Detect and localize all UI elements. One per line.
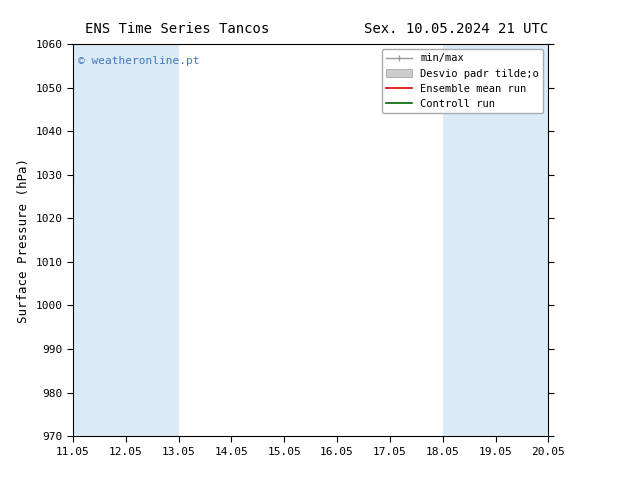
Bar xyxy=(443,44,496,436)
Text: Sex. 10.05.2024 21 UTC: Sex. 10.05.2024 21 UTC xyxy=(365,22,548,36)
Text: ENS Time Series Tancos: ENS Time Series Tancos xyxy=(86,22,269,36)
Bar xyxy=(126,44,179,436)
Bar xyxy=(496,44,548,436)
Bar xyxy=(73,44,126,436)
Legend: min/max, Desvio padr tilde;o, Ensemble mean run, Controll run: min/max, Desvio padr tilde;o, Ensemble m… xyxy=(382,49,543,113)
Y-axis label: Surface Pressure (hPa): Surface Pressure (hPa) xyxy=(17,158,30,322)
Text: © weatheronline.pt: © weatheronline.pt xyxy=(77,56,199,66)
